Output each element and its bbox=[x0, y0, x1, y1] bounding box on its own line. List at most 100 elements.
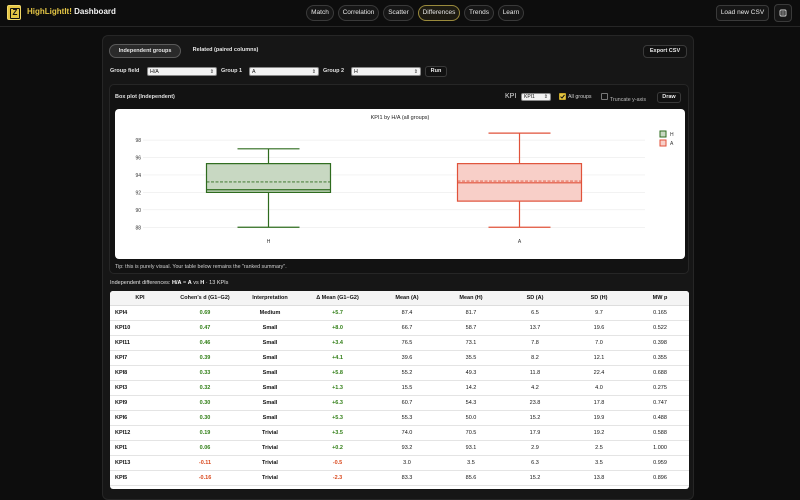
cell-cohens-d: 0.32 bbox=[170, 380, 240, 396]
cell-interpretation: Small bbox=[240, 335, 300, 351]
cell-sd-a: 15.2 bbox=[503, 470, 567, 486]
column-header-mean-a[interactable]: Mean (A) bbox=[375, 291, 439, 306]
cell-kpi: KPI9 bbox=[110, 395, 170, 411]
load-csv-button[interactable]: Load new CSV bbox=[716, 5, 769, 21]
run-button[interactable]: Run bbox=[425, 66, 447, 77]
cell-mean-a: 87.4 bbox=[375, 305, 439, 321]
cell-mean-h: 3.5 bbox=[439, 455, 503, 471]
legend-label-a: A bbox=[670, 141, 674, 147]
cell-mean-h: 93.1 bbox=[439, 440, 503, 456]
cell-cohens-d: -0.16 bbox=[170, 470, 240, 486]
logo-letter: Z bbox=[10, 8, 20, 19]
truncate-yaxis-checkbox[interactable] bbox=[601, 93, 608, 100]
cell-sd-h: 22.4 bbox=[567, 365, 631, 381]
cell-delta-mean: +8.0 bbox=[300, 320, 375, 336]
column-header-sd-a[interactable]: SD (A) bbox=[503, 291, 567, 306]
column-header-mw-p[interactable]: MW p bbox=[631, 291, 689, 306]
cell-mean-a: 15.5 bbox=[375, 380, 439, 396]
column-header-interpretation[interactable]: Interpretation bbox=[240, 291, 300, 306]
cell-mean-h: 54.3 bbox=[439, 395, 503, 411]
plot-section-title: Box plot (Independent) bbox=[115, 94, 175, 100]
nav-correlation[interactable]: Correlation bbox=[338, 5, 379, 21]
cell-mean-h: 35.5 bbox=[439, 350, 503, 366]
cell-mw-p: 0.522 bbox=[631, 320, 689, 336]
cell-mean-h: 50.0 bbox=[439, 410, 503, 426]
differences-summary: Independent differences: H/A = A vs H · … bbox=[110, 280, 228, 286]
nav-learn[interactable]: Learn bbox=[498, 5, 524, 21]
all-groups-checkbox[interactable] bbox=[559, 93, 566, 100]
column-header-cohens-d[interactable]: Cohen's d (G1−G2) bbox=[170, 291, 240, 306]
y-tick-label: 92 bbox=[135, 190, 141, 196]
cell-cohens-d: 0.47 bbox=[170, 320, 240, 336]
table-row: KPI12 0.19 Trivial +3.5 74.0 70.5 17.9 19.2 0.58… bbox=[110, 425, 689, 441]
cell-mw-p: 0.959 bbox=[631, 455, 689, 471]
differences-table-wrap: KPI Cohen's d (G1−G2) Interpretation Δ Mean… bbox=[110, 291, 689, 489]
cell-sd-h: 19.2 bbox=[567, 425, 631, 441]
cell-mean-a: 55.2 bbox=[375, 365, 439, 381]
tab-independent-groups[interactable]: Independent groups bbox=[109, 44, 181, 58]
nav-trends[interactable]: Trends bbox=[464, 5, 494, 21]
cell-cohens-d: 0.33 bbox=[170, 365, 240, 381]
diff-eq: = bbox=[183, 280, 187, 286]
cell-cohens-d: 0.19 bbox=[170, 425, 240, 441]
table-body: KPI4 0.69 Medium +5.7 87.4 81.7 6.5 9.7 0.165 KPI… bbox=[110, 305, 689, 486]
table-row: KPI10 0.47 Small +8.0 66.7 58.7 13.7 19.6 0.522 bbox=[110, 320, 689, 336]
kpi-select[interactable]: KPI1 ⇕ bbox=[521, 93, 551, 101]
cell-sd-h: 7.0 bbox=[567, 335, 631, 351]
nav-differences[interactable]: Differences bbox=[418, 5, 460, 21]
chevron-updown-icon: ⇕ bbox=[413, 69, 418, 75]
nav-scatter[interactable]: Scatter bbox=[383, 5, 414, 21]
export-csv-button[interactable]: Export CSV bbox=[643, 45, 687, 58]
column-header-kpi[interactable]: KPI bbox=[110, 291, 170, 306]
legend-label-h: H bbox=[670, 132, 674, 138]
legend-swatch-h bbox=[659, 130, 667, 138]
draw-button[interactable]: Draw bbox=[657, 92, 681, 103]
logo-icon: Z bbox=[7, 5, 21, 20]
cell-kpi: KPI4 bbox=[110, 305, 170, 321]
cell-kpi: KPI13 bbox=[110, 455, 170, 471]
table-row: KPI5 -0.16 Trivial -2.3 83.3 85.6 15.2 13.8 0.89… bbox=[110, 470, 689, 486]
group-field-select[interactable]: H/A ⇕ bbox=[147, 67, 217, 76]
cell-delta-mean: +3.4 bbox=[300, 335, 375, 351]
nav-match[interactable]: Match bbox=[306, 5, 334, 21]
cell-sd-h: 19.6 bbox=[567, 320, 631, 336]
table-header-row: KPI Cohen's d (G1−G2) Interpretation Δ Mean… bbox=[110, 291, 689, 306]
cell-delta-mean: +3.5 bbox=[300, 425, 375, 441]
cell-sd-h: 3.5 bbox=[567, 455, 631, 471]
cell-interpretation: Trivial bbox=[240, 470, 300, 486]
cell-mean-h: 49.3 bbox=[439, 365, 503, 381]
cell-delta-mean: +5.7 bbox=[300, 305, 375, 321]
group1-select[interactable]: A ⇕ bbox=[249, 67, 319, 76]
cell-interpretation: Small bbox=[240, 380, 300, 396]
column-header-mean-h[interactable]: Mean (H) bbox=[439, 291, 503, 306]
cell-kpi: KPI3 bbox=[110, 380, 170, 396]
hamburger-menu-icon bbox=[779, 9, 787, 17]
chart-title: KPI1 by H/A (all groups) bbox=[371, 115, 430, 121]
group2-select[interactable]: H ⇕ bbox=[351, 67, 421, 76]
cell-mw-p: 1.000 bbox=[631, 440, 689, 456]
cell-delta-mean: +1.3 bbox=[300, 380, 375, 396]
table-row: KPI11 0.46 Small +3.4 76.5 73.1 7.8 7.0 0.398 bbox=[110, 335, 689, 351]
y-tick-label: 88 bbox=[135, 225, 141, 231]
box-h-iqr-rect bbox=[205, 163, 332, 193]
differences-panel: Independent groups Related (paired colum… bbox=[102, 35, 694, 500]
cell-sd-h: 4.0 bbox=[567, 380, 631, 396]
cell-mw-p: 0.688 bbox=[631, 365, 689, 381]
tab-paired-columns[interactable]: Related (paired columns) bbox=[192, 47, 259, 53]
diff-prefix: Independent differences: bbox=[110, 280, 171, 286]
truncate-yaxis-label: Truncate y-axis bbox=[610, 97, 647, 103]
column-header-delta-mean[interactable]: Δ Mean (G1−G2) bbox=[300, 291, 375, 306]
table-row: KPI13 -0.11 Trivial -0.5 3.0 3.5 6.3 3.5 0.959 bbox=[110, 455, 689, 471]
cell-sd-h: 9.7 bbox=[567, 305, 631, 321]
cell-cohens-d: 0.69 bbox=[170, 305, 240, 321]
chevron-updown-icon: ⇕ bbox=[311, 69, 316, 75]
cell-delta-mean: +0.2 bbox=[300, 440, 375, 456]
column-header-sd-h[interactable]: SD (H) bbox=[567, 291, 631, 306]
cell-mean-a: 76.5 bbox=[375, 335, 439, 351]
all-groups-label: All groups bbox=[568, 94, 592, 100]
top-bar: Z HighLightIt! Dashboard Match Correlati… bbox=[0, 0, 800, 27]
cell-interpretation: Medium bbox=[240, 305, 300, 321]
menu-button[interactable] bbox=[774, 4, 792, 22]
cell-cohens-d: 0.30 bbox=[170, 410, 240, 426]
checkmark-icon bbox=[560, 94, 565, 99]
